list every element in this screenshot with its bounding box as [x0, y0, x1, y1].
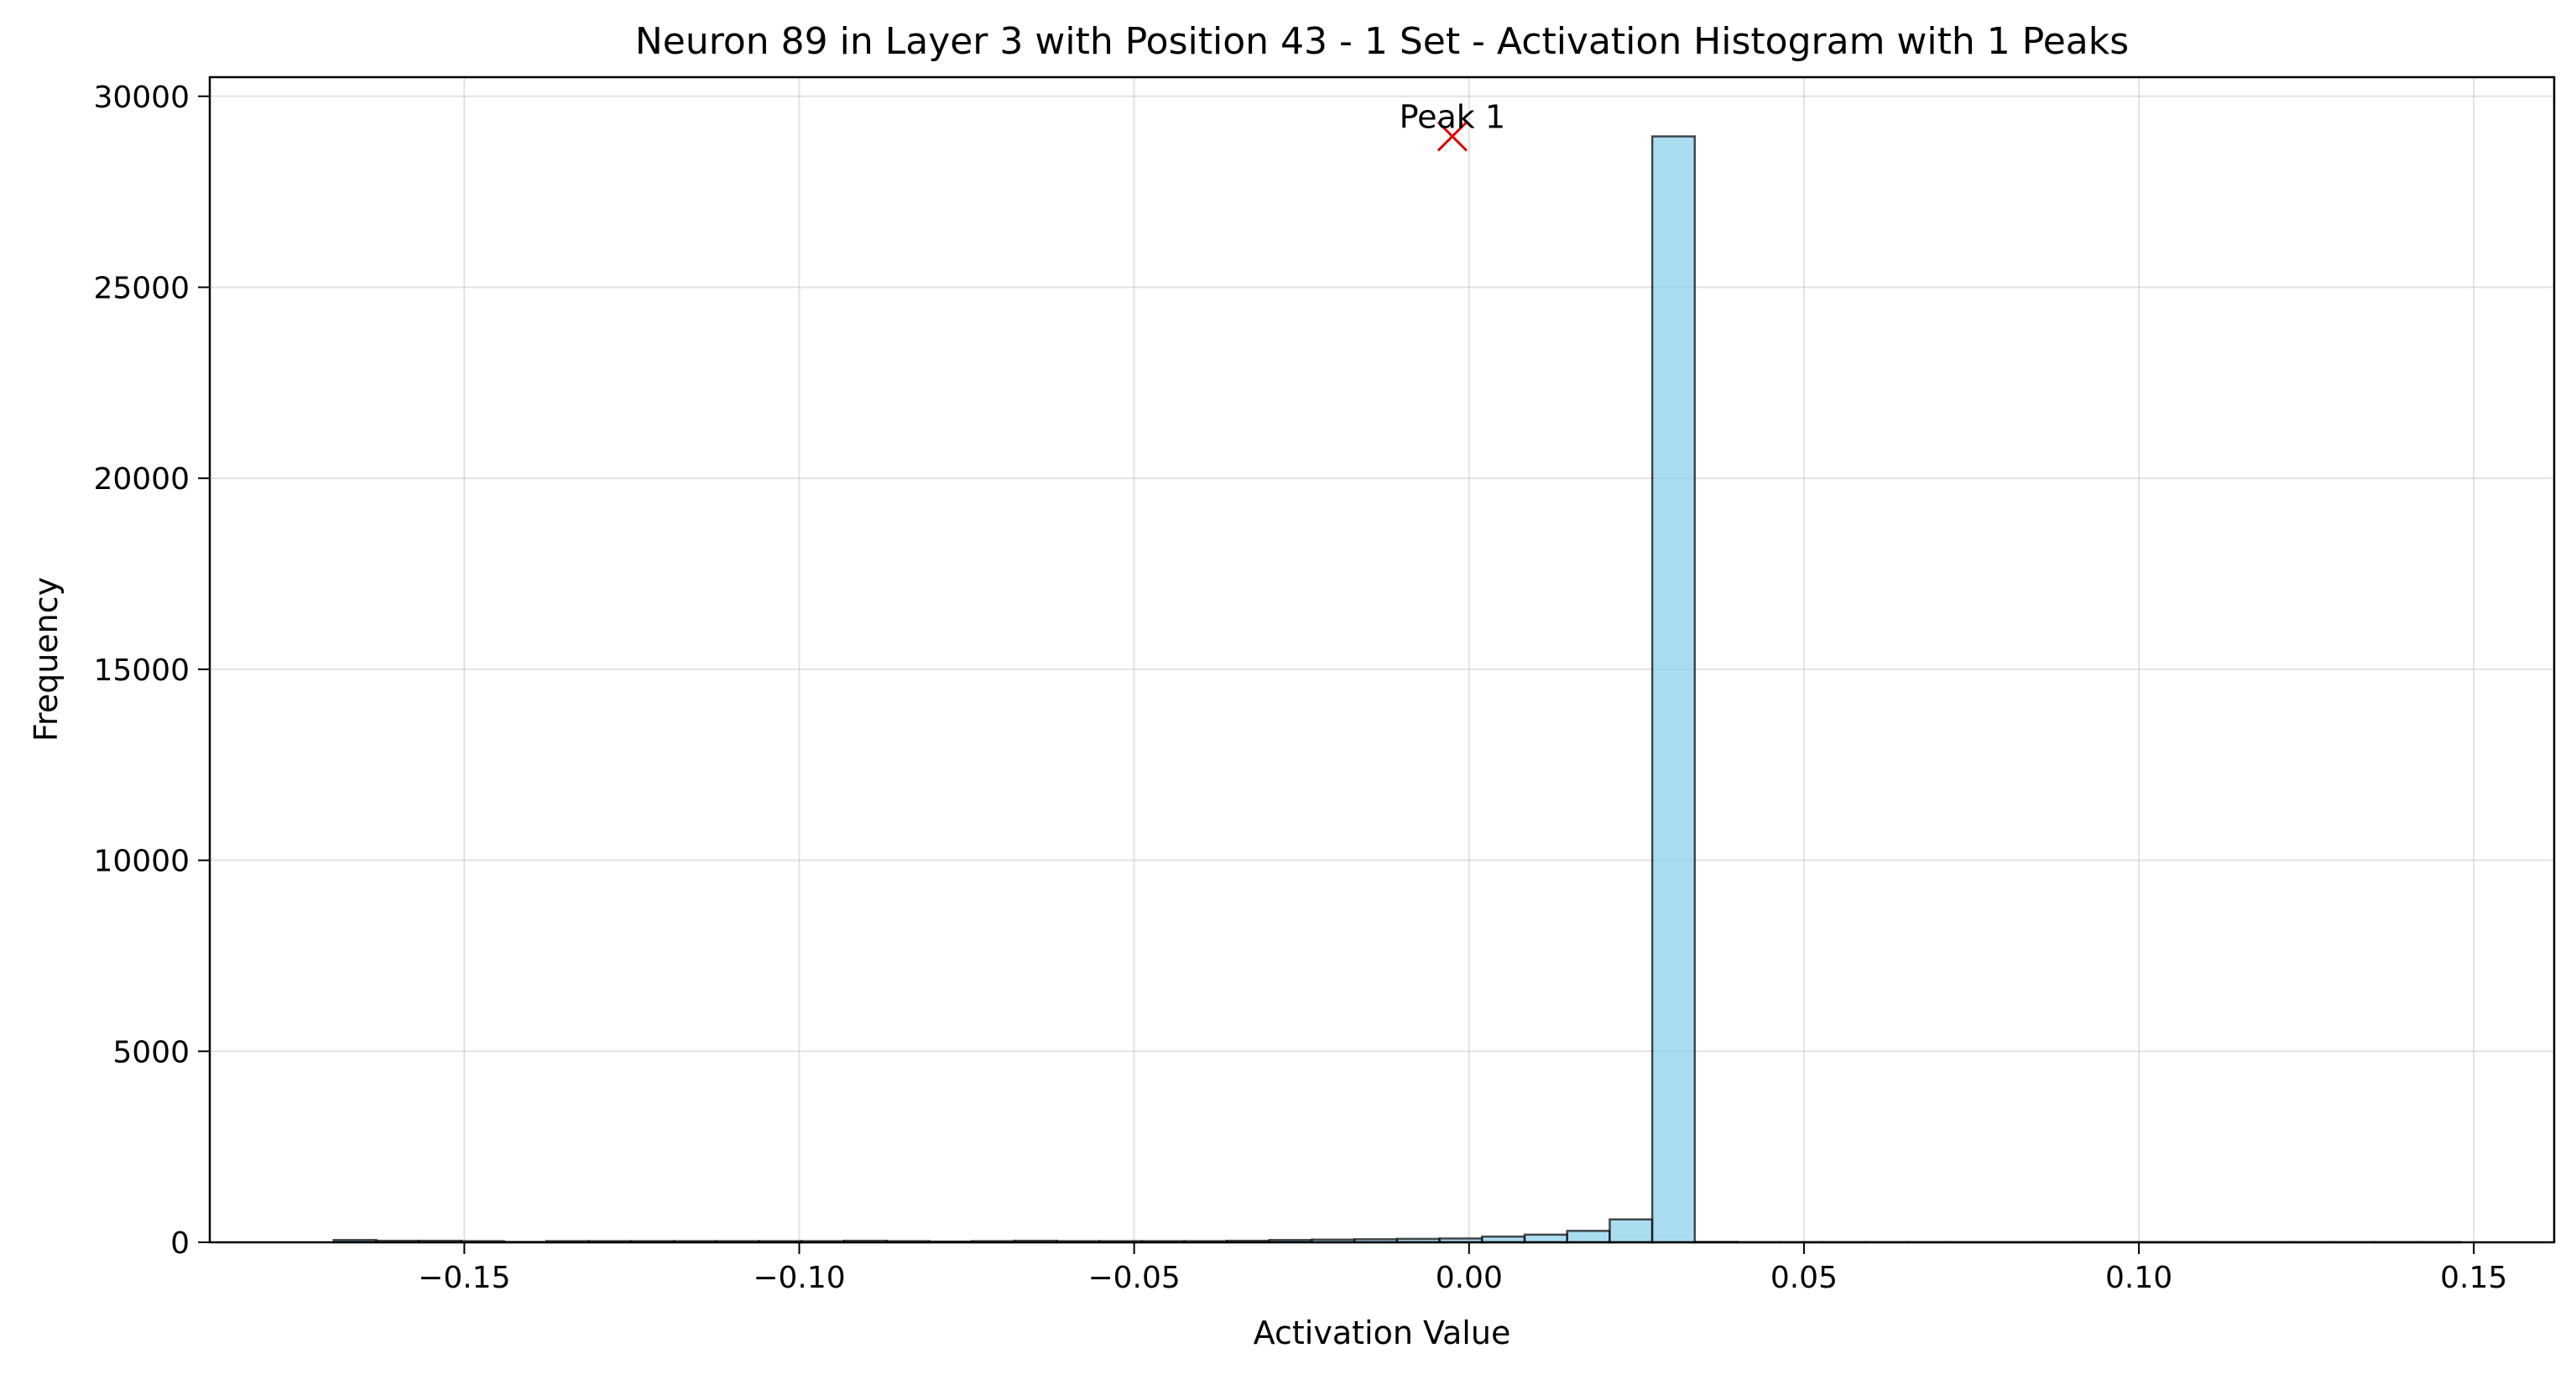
x-tick-label-1: −0.10 — [753, 1261, 845, 1295]
plot-frame — [208, 75, 2556, 1244]
x-axis-label: Activation Value — [1254, 1314, 1511, 1351]
x-tick-label-4: 0.05 — [1770, 1261, 1838, 1295]
peak-marker-0-b — [1437, 121, 1468, 152]
grid-lines — [210, 77, 2554, 1243]
x-tick-label-2: −0.05 — [1087, 1261, 1180, 1295]
peak-annotations: Peak 1 — [1400, 99, 1506, 152]
y-tick-label-3: 15000 — [93, 653, 190, 688]
x-tick-label-5: 0.10 — [2105, 1261, 2172, 1295]
peak-label-0: Peak 1 — [1400, 99, 1506, 136]
x-tick-label-6: 0.15 — [2440, 1261, 2507, 1295]
x-tick-label-3: 0.00 — [1436, 1261, 1503, 1295]
y-axis-ticks: 0 5000 10000 15000 20000 25000 30000 — [93, 81, 210, 1261]
x-tick-label-0: −0.15 — [418, 1261, 510, 1295]
histogram-bar-30 — [1609, 1218, 1654, 1244]
y-tick-label-2: 10000 — [93, 845, 190, 879]
x-axis-ticks: −0.15 −0.10 −0.05 0.00 0.05 0.10 0.15 — [418, 1242, 2507, 1295]
y-tick-label-4: 20000 — [93, 462, 190, 497]
chart-title: Neuron 89 in Layer 3 with Position 43 - … — [635, 20, 2129, 63]
histogram-bar-29 — [1566, 1230, 1611, 1244]
y-tick-label-5: 25000 — [93, 271, 190, 305]
y-tick-label-0: 0 — [170, 1226, 190, 1261]
y-tick-label-1: 5000 — [112, 1035, 190, 1070]
histogram-bar-31 — [1650, 135, 1697, 1244]
y-axis-label: Frequency — [28, 577, 65, 742]
y-tick-label-6: 30000 — [93, 81, 190, 115]
histogram-bars — [332, 135, 2462, 1244]
histogram-bar-28 — [1523, 1233, 1568, 1244]
